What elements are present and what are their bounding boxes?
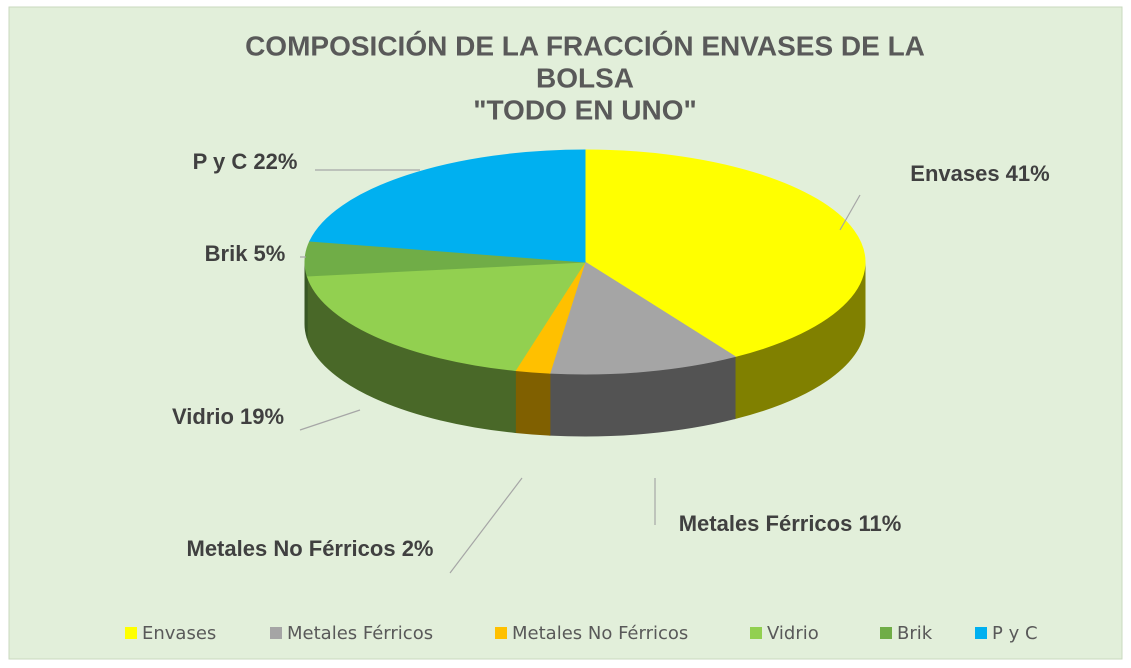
- chart-title: COMPOSICIÓN DE LA FRACCIÓN ENVASES DE LA: [245, 30, 925, 61]
- data-label: Vidrio 19%: [172, 404, 284, 429]
- legend-label: Envases: [142, 623, 216, 644]
- legend-label: Vidrio: [767, 623, 819, 644]
- data-label: Brik 5%: [205, 241, 286, 266]
- leader-line: [449, 477, 523, 574]
- data-label: Metales Férricos 11%: [679, 511, 902, 536]
- legend-swatch: [495, 627, 507, 639]
- data-label: Envases 41%: [910, 161, 1049, 186]
- legend-swatch: [975, 627, 987, 639]
- legend-swatch: [270, 627, 282, 639]
- legend-swatch: [880, 627, 892, 639]
- data-label: P y C 22%: [193, 149, 298, 174]
- chart-title: "TODO EN UNO": [473, 94, 697, 125]
- data-label: Metales No Férricos 2%: [187, 536, 434, 561]
- slice: [584, 149, 866, 358]
- legend-label: Brik: [897, 623, 933, 644]
- legend-swatch: [125, 627, 137, 639]
- leader-line: [839, 194, 861, 231]
- legend-label: Metales No Férricos: [512, 623, 688, 644]
- chart-title: BOLSA: [536, 62, 634, 93]
- slice: [309, 149, 586, 263]
- leader-line: [299, 409, 361, 431]
- slice: [306, 261, 586, 372]
- slice-side: [514, 369, 551, 436]
- legend-swatch: [750, 627, 762, 639]
- legend-label: P y C: [992, 623, 1038, 644]
- slice: [549, 261, 737, 375]
- legend-label: Metales Férricos: [287, 623, 433, 644]
